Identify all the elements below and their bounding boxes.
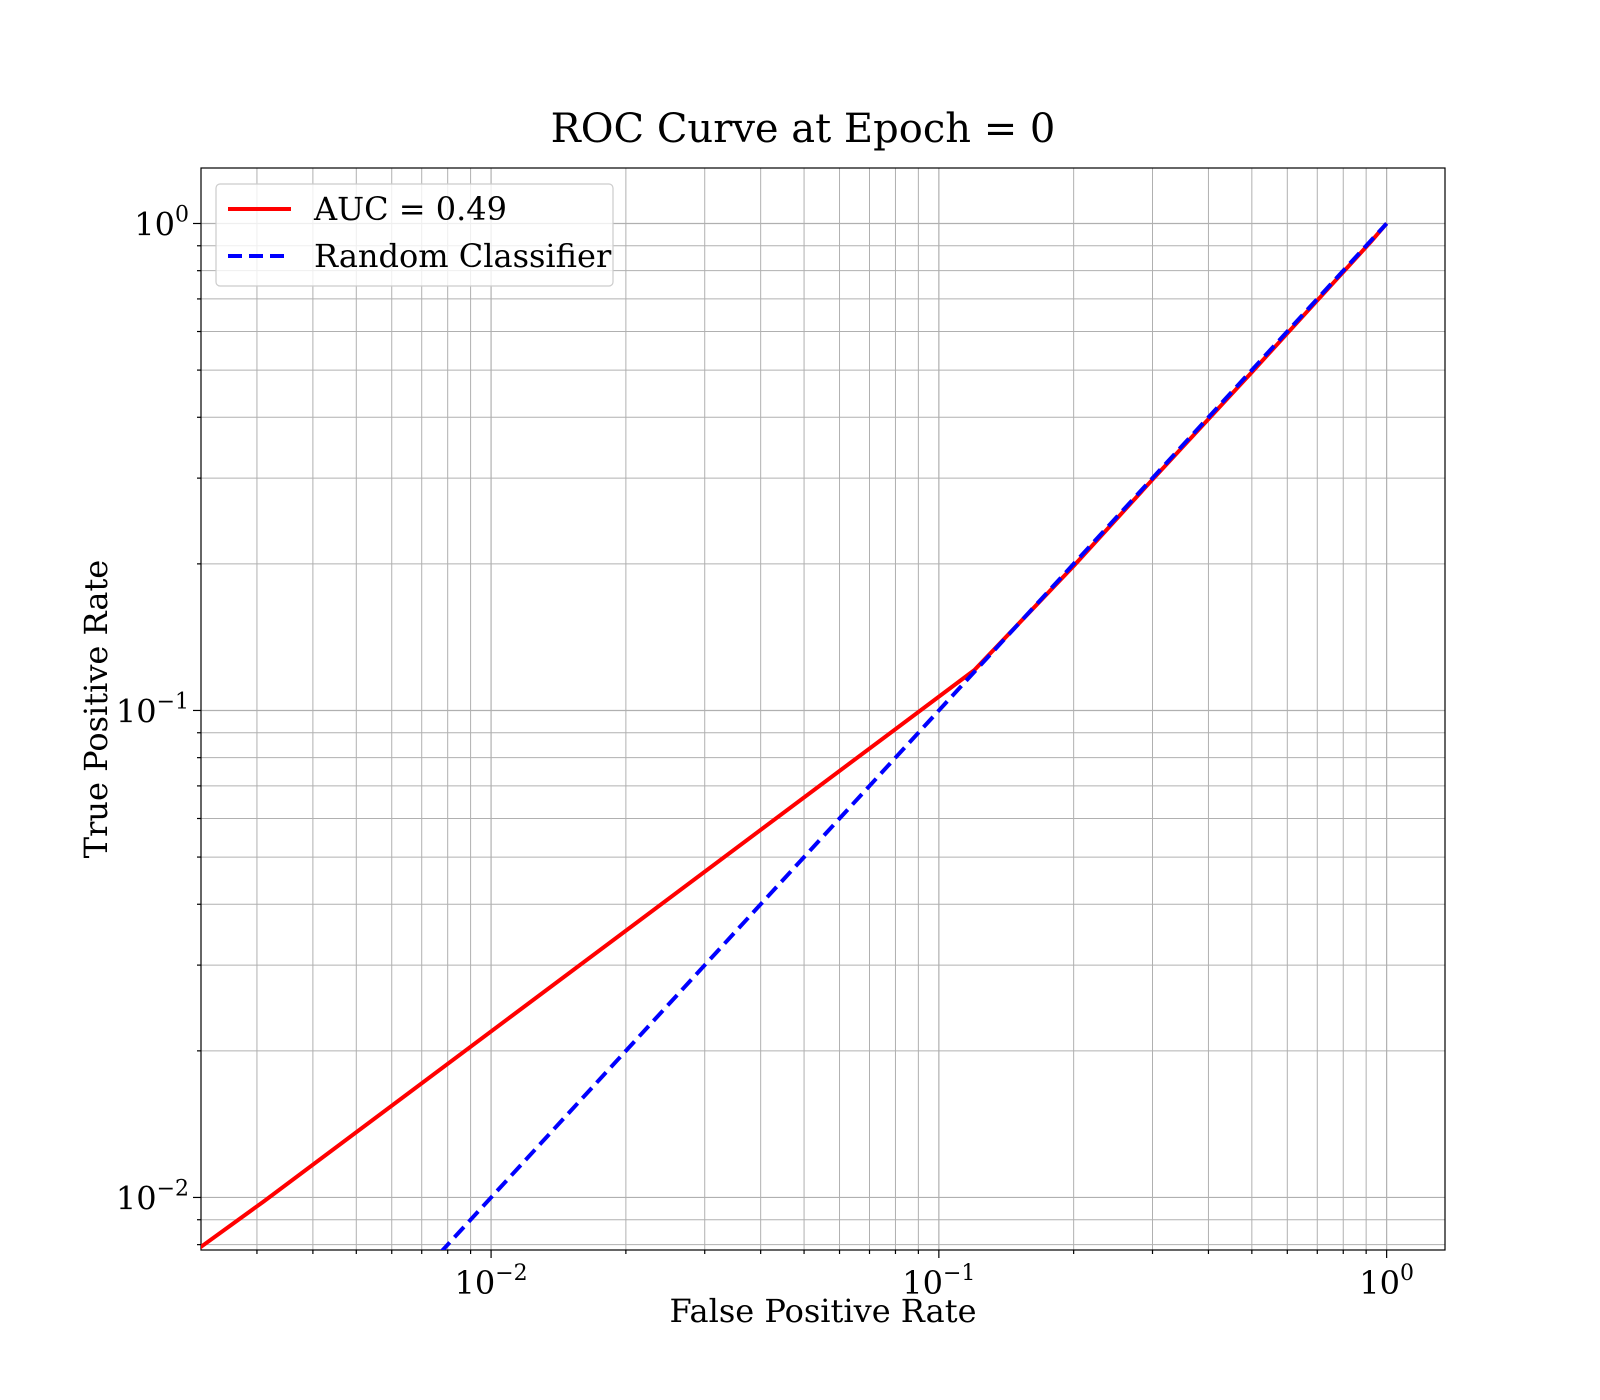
plot-area-frame — [200, 167, 1446, 1251]
y-axis-label: True Positive Rate — [77, 560, 115, 859]
y-tick-label: 10−1 — [116, 689, 189, 730]
legend-label-random: Random Classifier — [314, 237, 612, 275]
y-tick-label: 10−2 — [116, 1176, 189, 1217]
legend-label-auc: AUC = 0.49 — [313, 190, 507, 228]
legend: AUC = 0.49 Random Classifier — [215, 183, 614, 287]
chart-title: ROC Curve at Epoch = 0 — [551, 106, 1056, 152]
x-tick-label: 100 — [1359, 1261, 1414, 1302]
series-group — [201, 222, 1389, 1250]
x-tick-label: 10−1 — [902, 1261, 975, 1302]
x-tick-label: 10−2 — [455, 1261, 528, 1302]
legend-box — [215, 183, 614, 287]
x-axis-label: False Positive Rate — [669, 1292, 976, 1330]
series-line-random-classifier — [440, 222, 1389, 1250]
grid — [201, 168, 1445, 1250]
y-tick-label: 100 — [134, 202, 189, 243]
y-axis-ticks: 10−2 10−1 100 — [116, 202, 201, 1246]
x-axis-ticks: 10−2 10−1 100 — [256, 1250, 1414, 1302]
